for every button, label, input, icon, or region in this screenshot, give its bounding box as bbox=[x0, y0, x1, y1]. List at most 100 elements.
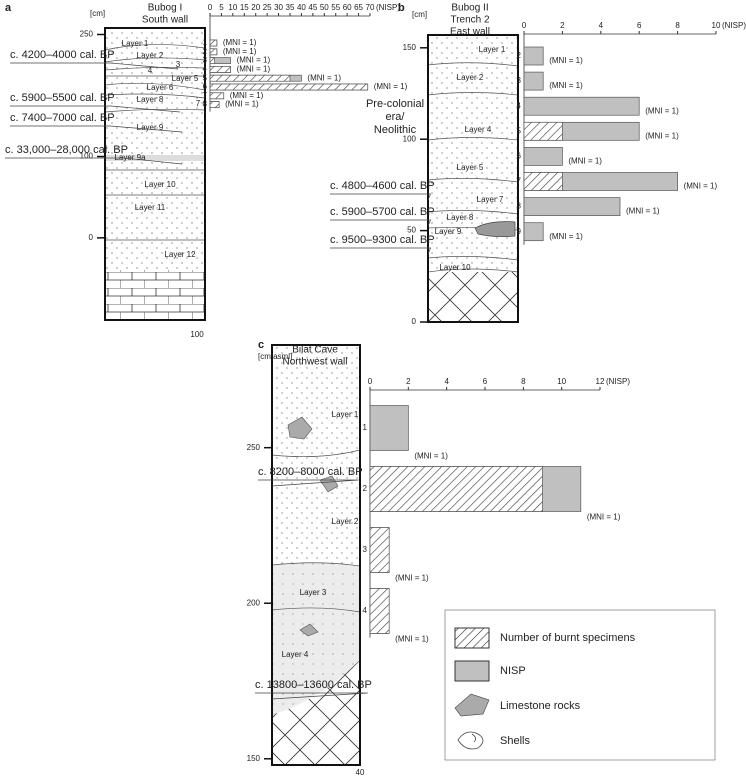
x-tick-label: 65 bbox=[354, 3, 363, 12]
burnt-bar bbox=[209, 39, 218, 47]
nisp-bar bbox=[523, 197, 621, 216]
x-tick-label: 2 bbox=[560, 21, 565, 30]
era-label: era/ bbox=[386, 111, 406, 123]
mni-label: (MNI = 1) bbox=[237, 56, 271, 65]
x-tick-label: 15 bbox=[240, 3, 249, 12]
mni-label: (MNI = 1) bbox=[223, 38, 257, 47]
mni-label: (MNI = 1) bbox=[587, 513, 621, 522]
burnt-bar bbox=[369, 588, 390, 634]
x-axis-label: (NISP) bbox=[606, 377, 630, 386]
mni-label: (MNI = 1) bbox=[395, 635, 429, 644]
depth-tick-label: 0 bbox=[412, 317, 417, 326]
date-pointer bbox=[10, 125, 183, 133]
date-pointer bbox=[10, 105, 181, 113]
layer-label: Layer 9a bbox=[114, 153, 146, 162]
mni-label: (MNI = 1) bbox=[414, 452, 448, 461]
x-tick-label: 10 bbox=[228, 3, 237, 12]
x-tick-label: 6 bbox=[483, 377, 488, 386]
x-tick-label: 5 bbox=[219, 3, 224, 12]
layer-label: Layer 10 bbox=[439, 263, 471, 272]
layer-label: Layer 2 bbox=[332, 517, 359, 526]
era-label: Pre-colonial bbox=[366, 98, 424, 110]
category-label: 3 bbox=[517, 76, 522, 85]
x-tick-label: 35 bbox=[286, 3, 295, 12]
mni-label: (MNI = 1) bbox=[645, 131, 679, 140]
column-outline bbox=[104, 27, 206, 321]
layer-label: Layer 1 bbox=[479, 45, 506, 54]
layer-label: Layer 10 bbox=[144, 180, 176, 189]
date-label: c. 33,000–28,000 cal. BP bbox=[5, 144, 128, 156]
layer-label: Layer 1 bbox=[122, 39, 149, 48]
layer-label: 7 bbox=[196, 99, 201, 108]
column-outline bbox=[271, 344, 361, 766]
burnt-bar bbox=[209, 57, 215, 64]
x-tick-label: 40 bbox=[297, 3, 306, 12]
burnt-bar bbox=[209, 101, 220, 108]
date-pointer bbox=[10, 62, 179, 70]
x-tick-label: 10 bbox=[557, 377, 566, 386]
category-label: 4 bbox=[203, 65, 208, 74]
legend-label: Shells bbox=[500, 735, 530, 747]
category-label: 9 bbox=[517, 227, 522, 236]
layer-label: Layer 9 bbox=[435, 227, 462, 236]
x-tick-label: 12 bbox=[596, 377, 605, 386]
burnt-bar bbox=[369, 466, 543, 512]
x-tick-label: 70 bbox=[366, 3, 375, 12]
burnt-bar bbox=[523, 121, 563, 141]
mni-label: (MNI = 1) bbox=[237, 65, 271, 74]
width-label: 40 bbox=[356, 768, 365, 777]
layer-label: Layer 12 bbox=[164, 250, 196, 259]
width-label: 100 bbox=[190, 330, 204, 339]
layer-label: 4 bbox=[148, 66, 153, 75]
legend-label: Limestone rocks bbox=[500, 700, 581, 712]
x-tick-label: 4 bbox=[444, 377, 449, 386]
panel-title: East wall bbox=[450, 27, 490, 38]
depth-tick-label: 250 bbox=[80, 30, 94, 39]
date-label: c. 13800–13600 cal. BP bbox=[255, 679, 372, 691]
panel-title: Northwest wall bbox=[282, 357, 347, 368]
depth-tick-label: 100 bbox=[80, 152, 94, 161]
x-tick-label: 60 bbox=[343, 3, 352, 12]
category-label: 4 bbox=[363, 606, 368, 615]
panel-title: Bubog I bbox=[148, 3, 182, 14]
mni-label: (MNI = 1) bbox=[230, 91, 264, 100]
layer-label: Layer 9 bbox=[137, 123, 164, 132]
burnt-bar bbox=[209, 48, 218, 56]
date-pointer bbox=[330, 219, 432, 227]
x-tick-label: 10 bbox=[712, 21, 721, 30]
category-label: 1 bbox=[363, 423, 368, 432]
layer-label: 3 bbox=[176, 60, 181, 69]
date-label: c. 8200–8000 cal. BP bbox=[258, 466, 363, 478]
x-tick-label: 8 bbox=[675, 21, 680, 30]
mni-label: (MNI = 1) bbox=[549, 81, 583, 90]
panel-title: Trench 2 bbox=[450, 15, 490, 26]
category-label: 5 bbox=[517, 126, 522, 135]
x-tick-label: 2 bbox=[406, 377, 411, 386]
x-tick-label: 0 bbox=[208, 3, 213, 12]
category-label: 7 bbox=[203, 91, 208, 100]
category-label: 3 bbox=[363, 545, 368, 554]
x-tick-label: 6 bbox=[637, 21, 642, 30]
category-label: 1 bbox=[203, 38, 208, 47]
layer-label: Layer 11 bbox=[135, 203, 166, 212]
date-label: c. 4800–4600 cal. BP bbox=[330, 180, 435, 192]
panel-label: b bbox=[398, 2, 405, 14]
date-pointer bbox=[330, 193, 432, 201]
depth-unit: [cm] bbox=[90, 9, 105, 18]
x-axis-label: (NISP) bbox=[376, 3, 400, 12]
mni-label: (MNI = 1) bbox=[395, 574, 429, 583]
layer-label: Layer 4 bbox=[282, 650, 309, 659]
stratigraphy-drawings bbox=[104, 28, 519, 765]
burnt-bar bbox=[209, 74, 291, 82]
panel-label: a bbox=[5, 2, 12, 14]
date-label: c. 5900–5700 cal. BP bbox=[330, 206, 435, 218]
category-label: 2 bbox=[517, 51, 522, 60]
depth-tick-label: 0 bbox=[89, 233, 94, 242]
category-label: 2 bbox=[203, 47, 208, 56]
depth-unit: [cm asml] bbox=[258, 352, 292, 361]
burnt-bar bbox=[369, 527, 390, 573]
date-pointer bbox=[255, 692, 368, 700]
depth-tick-label: 250 bbox=[247, 443, 261, 452]
category-label: 3 bbox=[203, 56, 208, 65]
